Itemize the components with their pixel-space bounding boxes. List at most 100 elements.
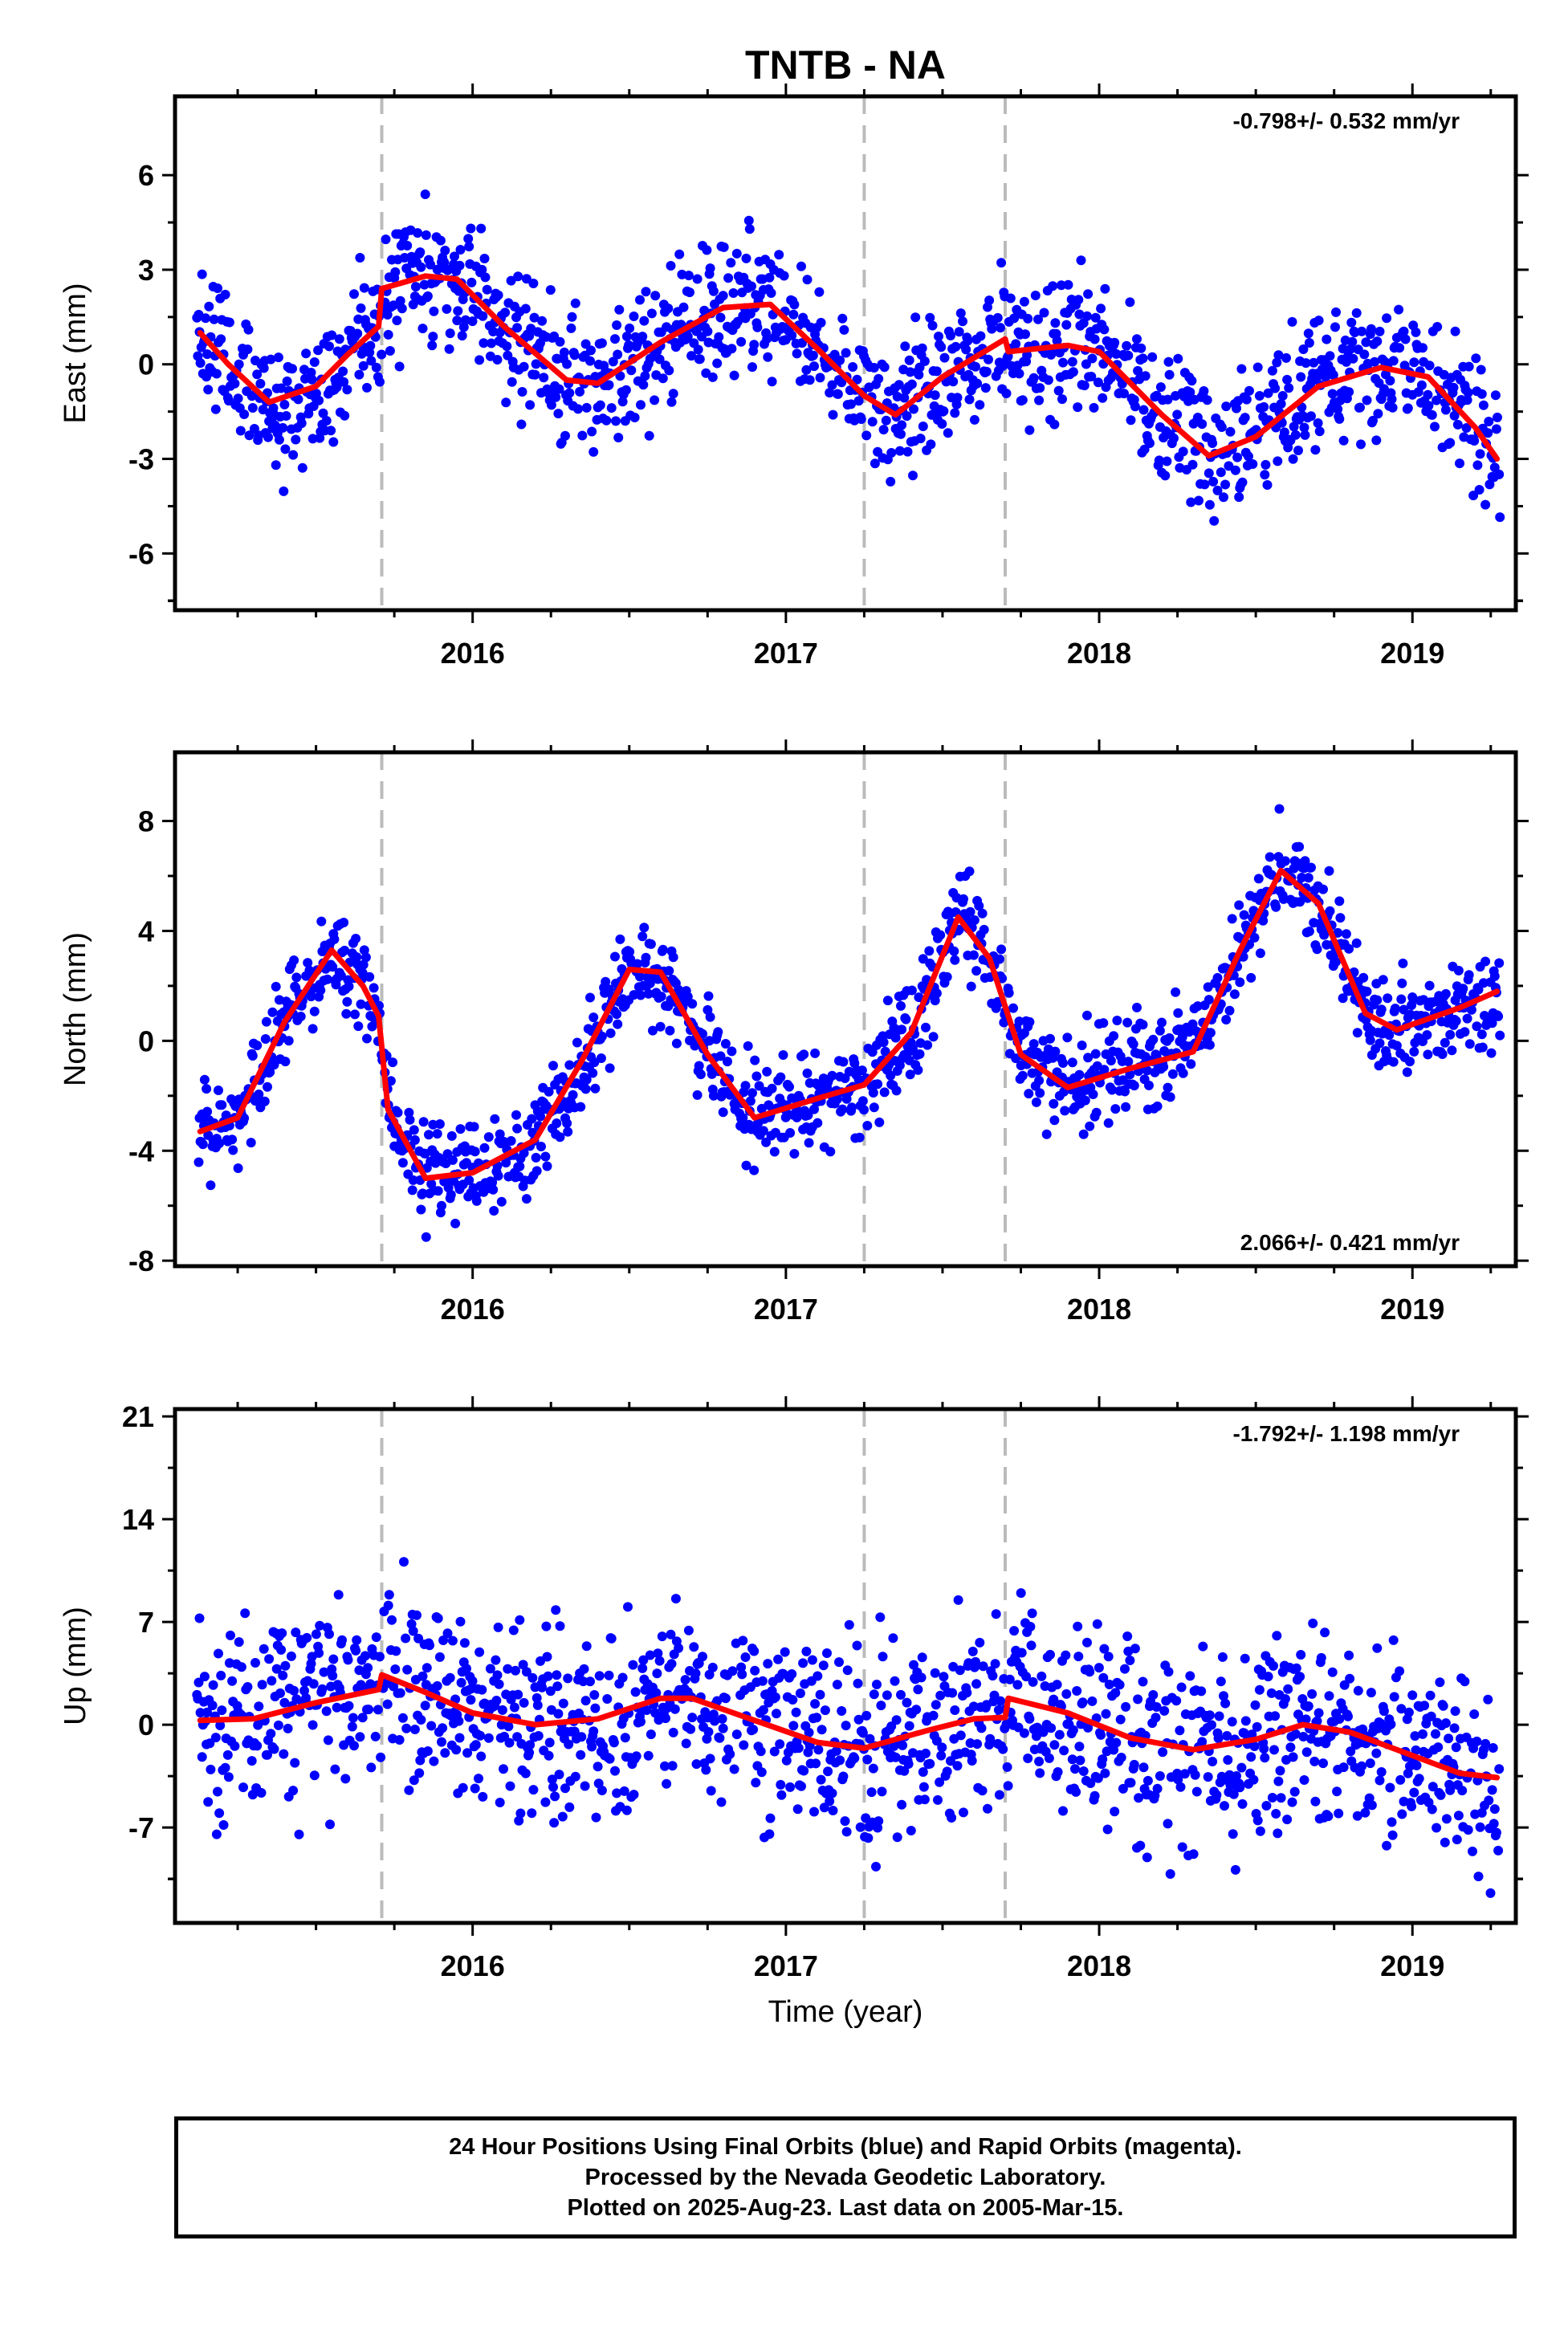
north-data-point <box>762 1066 772 1077</box>
east-data-point <box>897 420 907 430</box>
up-data-point <box>1092 1619 1102 1629</box>
up-data-point <box>474 1774 483 1784</box>
east-data-point <box>1155 382 1166 393</box>
north-data-point <box>214 1139 225 1149</box>
up-data-point <box>1026 1640 1037 1651</box>
up-data-point <box>737 1669 747 1680</box>
up-data-point <box>1236 1762 1247 1773</box>
north-data-point <box>615 934 625 944</box>
east-data-point <box>1491 424 1501 434</box>
north-data-point <box>1077 1041 1087 1050</box>
east-data-point <box>683 271 694 281</box>
east-data-point <box>1371 435 1382 446</box>
up-data-point <box>874 1816 884 1827</box>
east-data-point <box>392 316 402 326</box>
east-data-point <box>270 420 280 430</box>
east-data-point <box>259 363 269 373</box>
up-data-point <box>651 1688 662 1698</box>
north-data-point <box>924 946 935 956</box>
up-data-point <box>447 1635 458 1646</box>
up-data-point <box>259 1644 269 1654</box>
up-data-point <box>998 1744 1008 1754</box>
up-data-point <box>1121 1701 1131 1712</box>
up-data-point <box>1049 1694 1059 1705</box>
east-data-point <box>1440 405 1451 415</box>
north-data-point <box>421 1232 431 1242</box>
north-data-point <box>1088 1090 1098 1099</box>
east-data-point <box>1480 499 1491 510</box>
east-data-point <box>416 262 426 272</box>
north-data-point <box>994 954 1004 964</box>
up-data-point <box>869 1689 879 1700</box>
east-data-point <box>1290 430 1301 440</box>
north-data-point <box>352 952 362 962</box>
up-data-point <box>1078 1766 1089 1776</box>
east-data-point <box>694 354 705 365</box>
up-data-point <box>1203 1772 1213 1782</box>
north-data-point <box>1204 1040 1215 1050</box>
north-data-point <box>655 1021 666 1032</box>
up-data-point <box>773 1654 784 1664</box>
east-data-point <box>762 334 772 344</box>
east-data-point <box>902 446 913 457</box>
east-data-point <box>604 380 614 390</box>
north-data-point <box>1148 1034 1159 1045</box>
up-data-point <box>1357 1761 1367 1771</box>
east-data-point <box>1485 479 1495 490</box>
up-data-point <box>921 1748 931 1758</box>
up-data-point <box>1352 1811 1362 1821</box>
north-data-point <box>393 1107 403 1118</box>
east-data-point <box>1138 405 1149 415</box>
up-data-point <box>1260 1753 1270 1763</box>
north-data-point <box>1221 1015 1232 1024</box>
east-data-point <box>686 351 697 361</box>
north-data-point <box>935 930 946 940</box>
east-data-point <box>1334 413 1345 424</box>
up-data-point <box>513 1689 523 1700</box>
north-data-point <box>1304 927 1314 936</box>
up-data-point <box>729 1764 739 1774</box>
up-data-point <box>414 1768 425 1778</box>
up-data-point <box>505 1781 515 1791</box>
east-data-point <box>1034 395 1045 405</box>
east-data-point <box>1216 422 1227 432</box>
east-y-axis-title: East (mm) <box>59 283 92 423</box>
north-data-point <box>506 1136 516 1146</box>
up-data-point <box>1222 1731 1232 1741</box>
up-data-point <box>1016 1588 1026 1599</box>
up-data-point <box>1301 1714 1311 1725</box>
east-data-point <box>521 274 531 284</box>
up-data-point <box>831 1745 841 1756</box>
east-data-point <box>338 366 348 377</box>
up-data-point <box>947 1813 957 1823</box>
up-data-point <box>756 1767 767 1778</box>
up-data-point <box>543 1671 553 1681</box>
up-data-point <box>238 1782 248 1793</box>
up-data-point <box>816 1774 826 1785</box>
north-data-point <box>802 1068 813 1078</box>
up-data-point <box>515 1615 525 1625</box>
up-data-point <box>1100 1768 1110 1778</box>
east-data-point <box>480 272 491 283</box>
east-data-point <box>1272 357 1282 368</box>
up-data-point <box>576 1750 586 1760</box>
north-data-point <box>761 1137 772 1147</box>
up-data-point <box>401 1723 412 1733</box>
north-y-tick-label: -4 <box>128 1134 154 1167</box>
east-data-point <box>1086 372 1097 381</box>
east-data-point <box>420 189 430 199</box>
east-data-point <box>1063 279 1073 290</box>
north-data-point <box>227 1134 238 1145</box>
east-data-point <box>383 329 393 340</box>
up-data-point <box>758 1705 768 1715</box>
east-data-point <box>827 380 837 390</box>
north-data-point <box>605 1063 615 1073</box>
north-data-point <box>694 1061 704 1071</box>
up-data-point <box>978 1661 988 1672</box>
up-data-point <box>1130 1644 1140 1654</box>
up-data-point <box>937 1742 947 1753</box>
up-data-point <box>898 1740 908 1750</box>
up-data-point <box>736 1662 747 1672</box>
up-data-point <box>1476 1807 1487 1818</box>
up-data-point <box>1220 1698 1231 1709</box>
